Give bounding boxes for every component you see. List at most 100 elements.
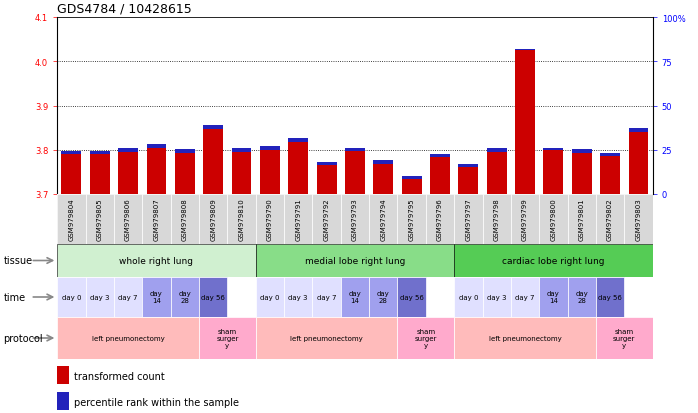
Bar xyxy=(511,195,540,244)
Text: GSM979790: GSM979790 xyxy=(267,198,273,241)
Bar xyxy=(454,195,482,244)
Bar xyxy=(397,317,454,359)
Bar xyxy=(255,317,397,359)
Text: GSM979799: GSM979799 xyxy=(522,198,528,241)
Text: GSM979810: GSM979810 xyxy=(239,198,244,241)
Bar xyxy=(454,244,653,277)
Bar xyxy=(147,148,166,195)
Bar xyxy=(430,154,450,158)
Text: GSM979805: GSM979805 xyxy=(97,198,103,241)
Text: day 0: day 0 xyxy=(459,294,478,300)
Text: time: time xyxy=(3,292,26,302)
Bar xyxy=(567,195,596,244)
Bar xyxy=(57,366,69,385)
Bar xyxy=(317,162,336,166)
Bar xyxy=(175,154,195,195)
Bar xyxy=(511,277,540,317)
Bar xyxy=(540,277,567,317)
Bar xyxy=(572,150,592,154)
Text: GSM979798: GSM979798 xyxy=(493,198,500,241)
Text: GSM979795: GSM979795 xyxy=(408,198,415,241)
Bar xyxy=(203,130,223,195)
Bar xyxy=(288,142,308,195)
Bar xyxy=(624,195,653,244)
Bar xyxy=(199,195,228,244)
Text: GSM979797: GSM979797 xyxy=(466,198,471,241)
Bar xyxy=(544,150,563,195)
Text: GSM979801: GSM979801 xyxy=(579,198,585,241)
Bar xyxy=(572,154,592,195)
Text: percentile rank within the sample: percentile rank within the sample xyxy=(74,396,239,406)
Bar xyxy=(147,145,166,148)
Text: cardiac lobe right lung: cardiac lobe right lung xyxy=(502,256,604,266)
Bar xyxy=(402,176,422,180)
Bar xyxy=(454,317,596,359)
Bar xyxy=(369,195,397,244)
Text: GSM979804: GSM979804 xyxy=(68,198,75,241)
Bar xyxy=(459,168,478,195)
Text: day
28: day 28 xyxy=(179,291,191,304)
Text: GSM979807: GSM979807 xyxy=(154,198,159,241)
Bar xyxy=(90,151,110,155)
Text: GSM979809: GSM979809 xyxy=(210,198,216,241)
Text: protocol: protocol xyxy=(3,333,43,343)
Text: day 56: day 56 xyxy=(400,294,424,300)
Bar xyxy=(373,161,393,164)
Bar xyxy=(284,195,313,244)
Bar xyxy=(199,277,228,317)
Bar xyxy=(260,150,280,195)
Bar xyxy=(118,152,138,195)
Bar xyxy=(57,392,69,411)
Bar xyxy=(142,277,170,317)
Text: GSM979802: GSM979802 xyxy=(607,198,613,241)
Bar xyxy=(600,154,620,157)
Bar xyxy=(397,277,426,317)
Bar xyxy=(284,277,313,317)
Bar xyxy=(454,277,482,317)
Bar xyxy=(57,195,86,244)
Text: GSM979806: GSM979806 xyxy=(125,198,131,241)
Bar xyxy=(515,51,535,195)
Bar xyxy=(90,155,110,195)
Text: left pneumonectomy: left pneumonectomy xyxy=(91,335,165,341)
Bar xyxy=(402,180,422,195)
Text: day 56: day 56 xyxy=(598,294,622,300)
Bar xyxy=(142,195,170,244)
Text: day
28: day 28 xyxy=(575,291,588,304)
Bar xyxy=(369,277,397,317)
Bar xyxy=(118,149,138,152)
Bar xyxy=(57,244,255,277)
Text: GSM979808: GSM979808 xyxy=(181,198,188,241)
Bar xyxy=(482,277,511,317)
Text: day 3: day 3 xyxy=(288,294,308,300)
Bar xyxy=(203,126,223,130)
Text: whole right lung: whole right lung xyxy=(119,256,193,266)
Text: sham
surger
y: sham surger y xyxy=(216,328,239,348)
Bar xyxy=(61,151,82,155)
Text: GSM979800: GSM979800 xyxy=(551,198,556,241)
Text: day
14: day 14 xyxy=(150,291,163,304)
Bar xyxy=(57,277,86,317)
Text: GDS4784 / 10428615: GDS4784 / 10428615 xyxy=(57,2,192,15)
Text: tissue: tissue xyxy=(3,256,33,266)
Text: day 3: day 3 xyxy=(487,294,507,300)
Bar xyxy=(628,133,648,195)
Text: transformed count: transformed count xyxy=(74,370,165,381)
Text: day 7: day 7 xyxy=(119,294,138,300)
Text: day
28: day 28 xyxy=(377,291,389,304)
Bar xyxy=(313,277,341,317)
Bar xyxy=(600,157,620,195)
Bar xyxy=(170,195,199,244)
Bar xyxy=(596,317,653,359)
Bar xyxy=(232,149,251,152)
Bar xyxy=(373,164,393,195)
Bar xyxy=(228,195,255,244)
Text: GSM979793: GSM979793 xyxy=(352,198,358,241)
Bar xyxy=(341,277,369,317)
Bar xyxy=(628,128,648,133)
Bar xyxy=(232,152,251,195)
Text: day 56: day 56 xyxy=(201,294,225,300)
Text: day 0: day 0 xyxy=(260,294,280,300)
Bar xyxy=(255,244,454,277)
Bar xyxy=(86,277,114,317)
